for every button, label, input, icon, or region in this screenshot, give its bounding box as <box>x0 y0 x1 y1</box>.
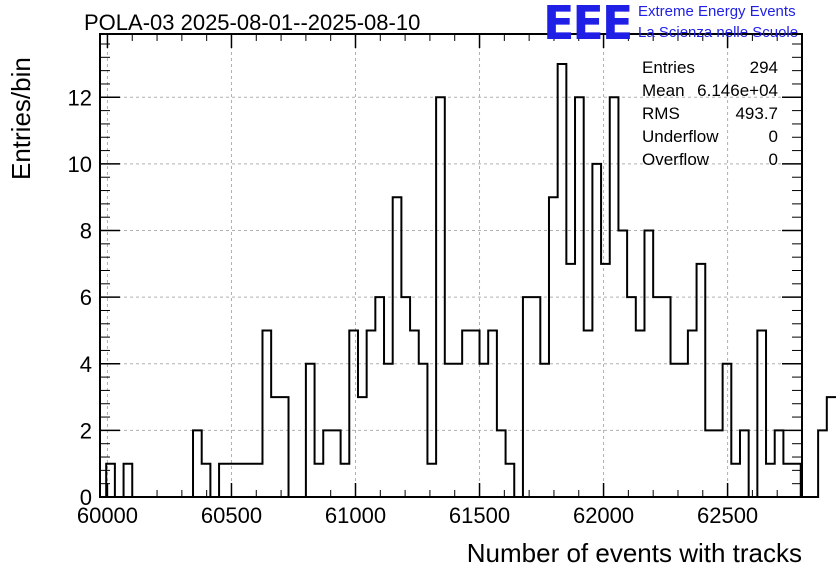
logo-line-1: Extreme Energy Events <box>638 3 796 20</box>
y-tick-label: 4 <box>80 352 92 377</box>
stat-value: 0 <box>768 127 778 146</box>
stat-value: 493.7 <box>735 104 778 123</box>
stat-row-rms: RMS 493.7 <box>642 104 778 127</box>
x-tick-label: 62000 <box>573 503 634 528</box>
stat-label: Overflow <box>642 150 710 169</box>
stat-value: 294 <box>749 58 778 77</box>
chart-title: POLA-03 2025-08-01--2025-08-10 <box>84 10 421 35</box>
axis-ticks: 60000 60500 61000 61500 62000 62500 0 2 4 6 8 10 12 <box>68 34 803 528</box>
eee-logo: EEE <box>543 0 633 50</box>
stat-label: Underflow <box>642 127 719 146</box>
y-axis-label: Entries/bin <box>6 57 36 180</box>
grid-lines <box>100 34 802 497</box>
histogram-line <box>105 62 836 498</box>
plot-frame <box>99 33 803 498</box>
x-tick-label: 61000 <box>325 503 386 528</box>
y-tick-label: 0 <box>80 485 92 510</box>
x-tick-label: 60500 <box>201 503 262 528</box>
stat-row-underflow: Underflow 0 <box>642 127 778 150</box>
stat-value: 0 <box>768 150 778 169</box>
x-axis-label: Number of events with tracks <box>466 538 802 568</box>
x-tick-label: 60000 <box>77 503 138 528</box>
stat-row-overflow: Overflow 0 <box>642 150 778 173</box>
stats-box: Entries 294 Mean 6.146e+04 RMS 493.7 Und… <box>642 58 778 173</box>
logo-line-2: La Scienza nelle Scuole <box>638 24 799 41</box>
y-tick-label: 12 <box>68 85 92 110</box>
stat-label: Mean <box>642 81 685 100</box>
y-tick-label: 2 <box>80 418 92 443</box>
stat-row-mean: Mean 6.146e+04 <box>642 81 778 104</box>
y-tick-label: 8 <box>80 219 92 244</box>
x-tick-label: 62500 <box>697 503 758 528</box>
y-tick-label: 10 <box>68 152 92 177</box>
stat-value: 6.146e+04 <box>697 81 778 100</box>
x-tick-label: 61500 <box>449 503 510 528</box>
stat-row-entries: Entries 294 <box>642 58 778 81</box>
y-tick-label: 6 <box>80 285 92 310</box>
stat-label: Entries <box>642 58 695 77</box>
stat-label: RMS <box>642 104 680 123</box>
